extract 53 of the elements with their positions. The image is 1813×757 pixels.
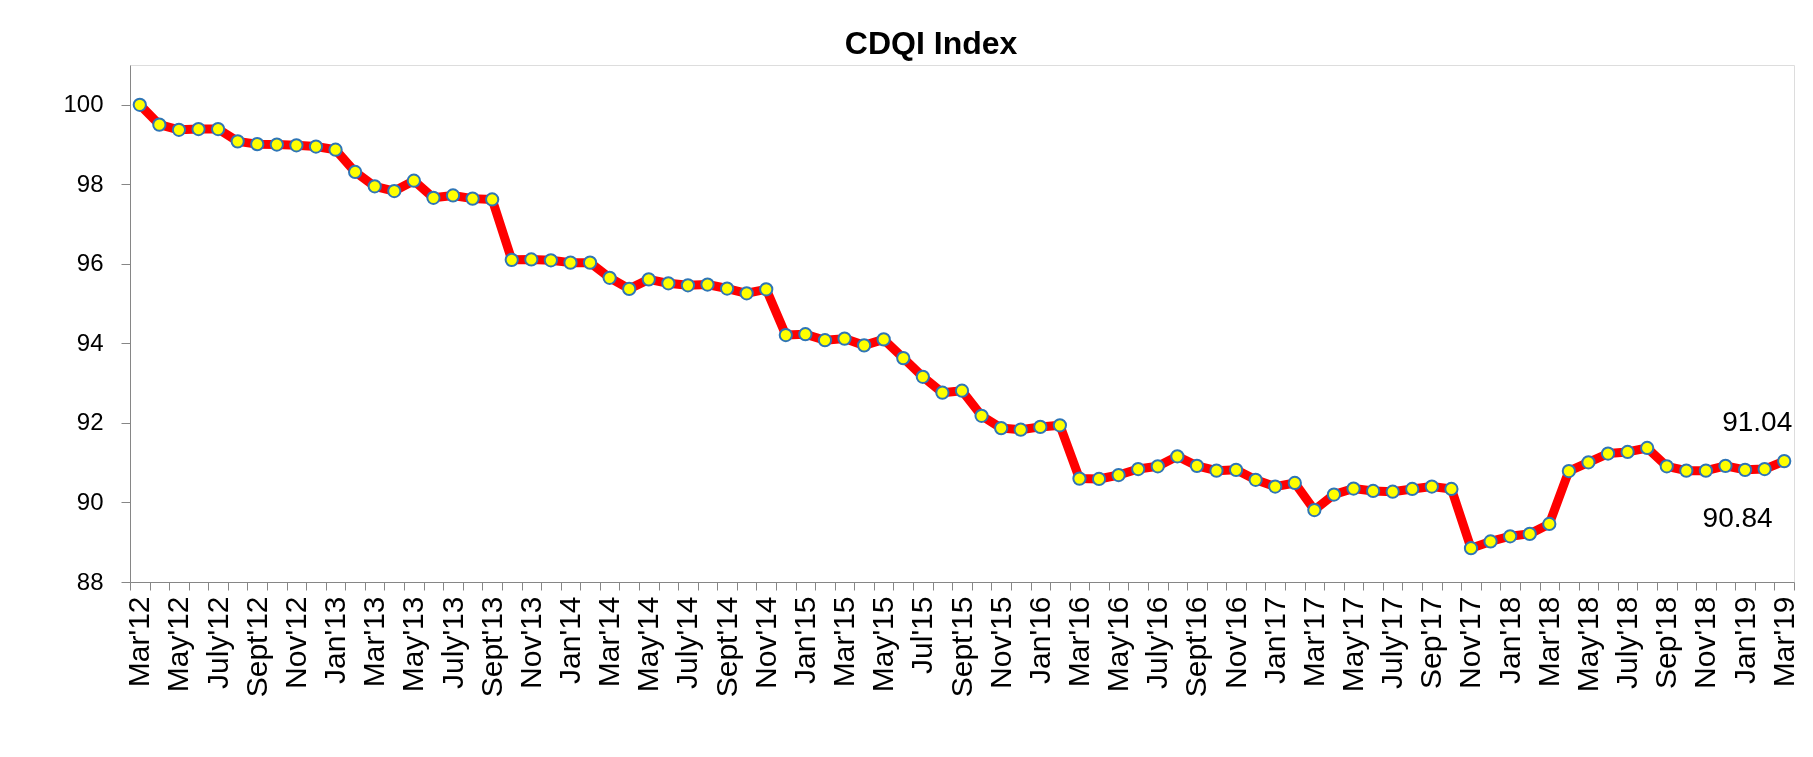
y-tick-label: 92 — [76, 408, 104, 436]
x-tick-label: Sept'15 — [944, 596, 978, 698]
x-tick-label: Jan'14 — [552, 596, 586, 684]
x-tick-label: Mar'19 — [1766, 596, 1800, 688]
x-tick-label: Jan'19 — [1727, 596, 1761, 684]
x-tick-label: Nov'13 — [513, 596, 547, 689]
x-tick-label: May'18 — [1570, 596, 1604, 693]
x-tick-label: Jan'16 — [1022, 596, 1056, 684]
data-label: 90.84 — [1702, 502, 1773, 534]
x-tick-label: Nov'17 — [1453, 596, 1487, 689]
x-tick-label: Jan'17 — [1257, 596, 1291, 684]
y-tick-label: 98 — [76, 169, 104, 197]
x-tick-label: Mar'16 — [1061, 596, 1095, 688]
x-tick-label: May'15 — [866, 596, 900, 693]
y-tick-label: 96 — [76, 249, 104, 277]
y-tick-label: 88 — [76, 567, 104, 595]
data-label: 91.04 — [1722, 406, 1793, 438]
x-tick-label: Mar'13 — [357, 596, 391, 688]
x-tick-label: Nov'18 — [1688, 596, 1722, 689]
x-tick-label: Sep'18 — [1649, 596, 1683, 689]
x-tick-label: Sep'17 — [1414, 596, 1448, 689]
x-tick-label: Sept'14 — [709, 596, 743, 698]
x-tick-label: July'13 — [435, 596, 469, 689]
chart-title: CDQI Index — [844, 25, 1018, 61]
x-tick-label: Mar'18 — [1531, 596, 1565, 688]
x-tick-label: Mar'12 — [122, 596, 156, 688]
x-tick-label: May'14 — [631, 596, 665, 693]
x-tick-label: Nov'16 — [1218, 596, 1252, 689]
x-tick-label: Jul'15 — [905, 596, 939, 674]
y-tick-label: 90 — [76, 487, 104, 515]
x-tick-label: May'12 — [161, 596, 195, 693]
x-tick-label: Sept'12 — [239, 596, 273, 698]
x-tick-label: May'16 — [1101, 596, 1135, 693]
x-tick-label: July'18 — [1610, 596, 1644, 689]
x-tick-label: Jan'18 — [1492, 596, 1526, 684]
x-tick-label: Mar'17 — [1296, 596, 1330, 688]
x-tick-label: Nov'12 — [278, 596, 312, 689]
x-tick-label: Mar'14 — [592, 596, 626, 688]
x-tick-label: Sept'13 — [474, 596, 508, 698]
y-tick-label: 100 — [63, 90, 104, 118]
x-tick-label: July'14 — [670, 596, 704, 689]
x-tick-label: Jan'13 — [318, 596, 352, 684]
x-tick-label: July'17 — [1375, 596, 1409, 689]
x-tick-label: May'17 — [1336, 596, 1370, 693]
x-tick-label: July'16 — [1140, 596, 1174, 689]
x-tick-label: Jan'15 — [787, 596, 821, 684]
x-tick-label: Mar'15 — [827, 596, 861, 688]
x-tick-label: Nov'14 — [748, 596, 782, 689]
x-tick-label: Sept'16 — [1179, 596, 1213, 698]
y-tick-label: 94 — [76, 328, 104, 356]
x-tick-label: May'13 — [396, 596, 430, 693]
x-tick-label: July'12 — [200, 596, 234, 689]
x-tick-label: Nov'15 — [983, 596, 1017, 689]
